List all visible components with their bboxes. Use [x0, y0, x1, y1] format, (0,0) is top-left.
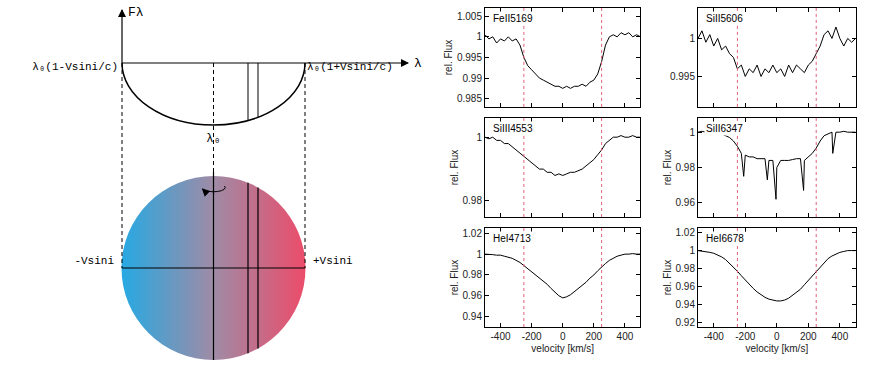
svg-text:0.96: 0.96	[676, 281, 696, 292]
svg-text:rel. Flux: rel. Flux	[662, 150, 673, 186]
svg-text:400: 400	[832, 331, 849, 342]
svg-text:-200: -200	[735, 331, 755, 342]
svg-text:+Vsini: +Vsini	[313, 255, 353, 267]
svg-text:1: 1	[689, 33, 695, 44]
svg-text:-400: -400	[704, 331, 724, 342]
svg-text:0.94: 0.94	[463, 311, 483, 322]
svg-text:SiII6347: SiII6347	[706, 123, 743, 134]
svg-text:1.005: 1.005	[457, 11, 482, 22]
svg-text:1: 1	[689, 127, 695, 138]
svg-text:200: 200	[585, 331, 602, 342]
svg-text:λ₀(1+Vsini/c): λ₀(1+Vsini/c)	[307, 61, 393, 73]
svg-text:0.94: 0.94	[676, 299, 696, 310]
svg-text:1.02: 1.02	[676, 227, 696, 238]
svg-text:rel. Flux: rel. Flux	[443, 40, 454, 76]
svg-text:Fλ: Fλ	[128, 5, 144, 20]
svg-text:λ₀(1-Vsini/c): λ₀(1-Vsini/c)	[32, 61, 118, 73]
svg-text:-Vsini: -Vsini	[74, 255, 114, 267]
svg-text:0.985: 0.985	[457, 93, 482, 104]
svg-text:0.995: 0.995	[457, 52, 482, 63]
svg-text:1: 1	[689, 245, 695, 256]
svg-text:HeI4713: HeI4713	[493, 233, 531, 244]
svg-text:0: 0	[774, 331, 780, 342]
svg-text:0.98: 0.98	[676, 162, 696, 173]
svg-text:rel. Flux: rel. Flux	[662, 260, 673, 296]
svg-text:HeI6678: HeI6678	[706, 233, 744, 244]
svg-text:200: 200	[800, 331, 817, 342]
svg-text:velocity [km/s]: velocity [km/s]	[531, 343, 594, 354]
svg-text:FeII5169: FeII5169	[493, 13, 533, 24]
svg-text:-200: -200	[522, 331, 542, 342]
svg-text:0.92: 0.92	[676, 317, 696, 328]
svg-text:1: 1	[476, 31, 482, 42]
svg-text:0.96: 0.96	[676, 197, 696, 208]
svg-text:rel. Flux: rel. Flux	[449, 260, 460, 296]
svg-text:0.98: 0.98	[463, 269, 483, 280]
svg-text:λ: λ	[414, 56, 422, 71]
svg-text:1.02: 1.02	[463, 228, 483, 239]
svg-text:0: 0	[560, 331, 566, 342]
svg-text:400: 400	[617, 331, 634, 342]
svg-text:1: 1	[476, 249, 482, 260]
svg-text:0.96: 0.96	[463, 290, 483, 301]
svg-text:rel. Flux: rel. Flux	[449, 150, 460, 186]
svg-text:-400: -400	[491, 331, 511, 342]
svg-text:λ₀: λ₀	[206, 132, 220, 146]
svg-text:SiII5606: SiII5606	[706, 13, 743, 24]
svg-text:0.98: 0.98	[676, 263, 696, 274]
svg-text:0.98: 0.98	[463, 195, 483, 206]
svg-text:1: 1	[476, 132, 482, 143]
svg-text:velocity [km/s]: velocity [km/s]	[745, 343, 808, 354]
svg-text:0.99: 0.99	[463, 73, 483, 84]
svg-text:0.995: 0.995	[670, 71, 695, 82]
svg-text:SiIII4553: SiIII4553	[493, 123, 533, 134]
